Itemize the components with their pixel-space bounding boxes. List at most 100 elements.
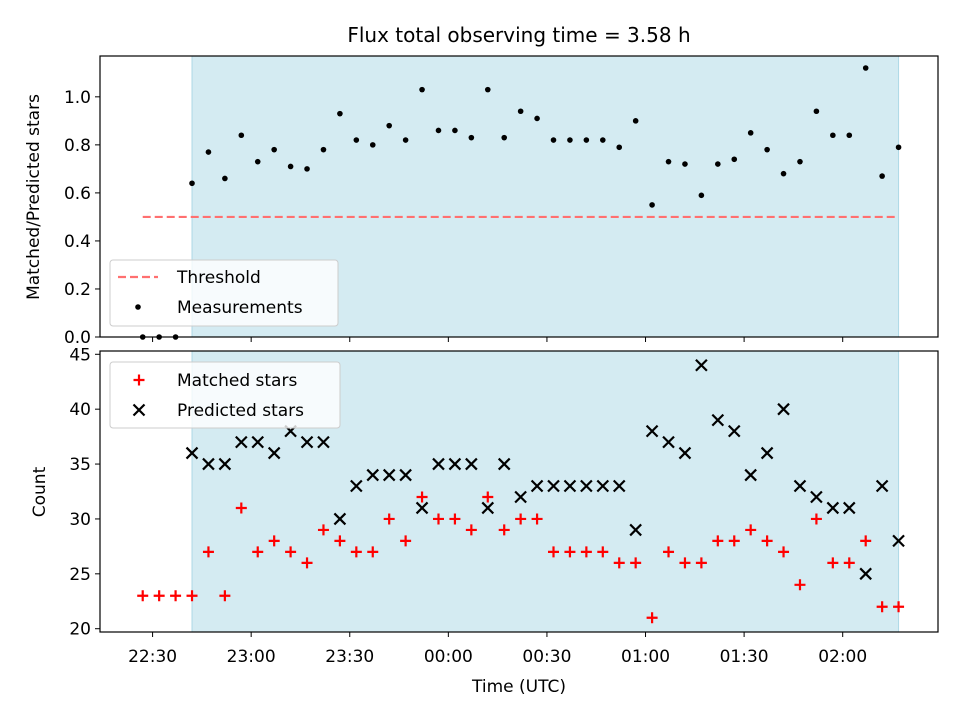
x-tick-label: 23:00 [227, 647, 276, 667]
bottom-y-tick-label: 45 [69, 345, 91, 365]
matched-star-point [597, 546, 609, 558]
matched-star-point [219, 590, 231, 602]
legend-measurements-label: Measurements [177, 298, 303, 318]
predicted-star-point [218, 457, 232, 471]
predicted-star-point [645, 424, 659, 438]
measurement-point [534, 115, 540, 122]
measurement-point [632, 118, 639, 124]
x-tick-label: 01:30 [720, 647, 769, 667]
chart-title: Flux total observing time = 3.58 h [347, 23, 690, 47]
predicted-star-point [810, 490, 823, 504]
measurement-point [682, 161, 688, 167]
measurement-point [271, 146, 277, 153]
top-y-tick-label: 0.0 [64, 328, 91, 348]
top-y-tick-label: 0.2 [64, 280, 91, 300]
predicted-star-point [350, 479, 363, 493]
measurement-point [222, 175, 228, 182]
top-y-tick-label: 0.4 [64, 232, 91, 252]
legend-measurements-swatch [135, 304, 141, 310]
measurement-point [698, 192, 705, 199]
matched-star-point [416, 491, 428, 503]
predicted-star-point [530, 479, 544, 493]
predicted-star-point [465, 457, 478, 471]
measurement-point [813, 108, 820, 115]
predicted-star-point [514, 490, 527, 504]
measurement-point [287, 163, 294, 170]
measurement-point [583, 137, 590, 143]
matched-star-point [400, 535, 412, 547]
measurement-point [320, 146, 327, 153]
bottom-y-tick-label: 20 [69, 620, 91, 640]
matched-star-point [564, 546, 576, 558]
predicted-star-point [695, 358, 708, 372]
measurement-point [616, 144, 623, 151]
measurement-point [419, 86, 425, 93]
x-tick-label: 00:00 [424, 647, 473, 667]
x-tick-label: 01:00 [621, 647, 670, 667]
matched-star-point [432, 513, 444, 525]
top-y-tick-label: 0.8 [64, 136, 91, 156]
matched-star-point [646, 612, 658, 624]
measurement-point [764, 146, 770, 153]
top-panel: 0.0 0.2 0.4 0.6 0.8 1.0 Threshold Measurements [64, 55, 939, 348]
measurement-point [238, 132, 245, 139]
matched-star-point [449, 513, 461, 525]
measurement-point [254, 158, 261, 165]
top-y-tick-label: 0.6 [64, 184, 91, 204]
top-y-axis-label: Matched/Predicted stars [24, 94, 44, 300]
top-legend-box [109, 259, 339, 327]
predicted-star-point [711, 413, 725, 427]
bottom-legend: Matched stars Predicted stars [109, 361, 341, 429]
matched-star-point [663, 546, 675, 558]
x-axis-label: Time (UTC) [471, 677, 566, 697]
measurement-point [501, 134, 508, 141]
x-tick-label: 22:30 [128, 647, 177, 667]
matched-star-point [515, 513, 527, 525]
measurement-point [468, 134, 475, 141]
matched-star-point [548, 546, 560, 558]
predicted-star-point [481, 501, 495, 515]
bottom-axes-frame [99, 350, 939, 633]
matched-star-point [843, 557, 855, 569]
matched-star-point [317, 524, 329, 536]
predicted-star-point [777, 402, 790, 416]
measurement-point [550, 137, 557, 143]
measurement-point [747, 130, 754, 136]
predicted-star-point [563, 479, 577, 493]
measurement-point [353, 137, 360, 143]
matched-star-point [679, 557, 691, 569]
predicted-star-point [629, 523, 642, 537]
bottom-y-tick-label: 25 [69, 565, 91, 585]
matched-star-point [285, 546, 297, 558]
predicted-star-point [859, 567, 872, 581]
measurement-point [731, 156, 738, 163]
x-tick-label: 00:30 [522, 647, 571, 667]
top-y-tick-label: 1.0 [64, 88, 91, 108]
matched-star-point [810, 513, 822, 525]
matched-star-point [745, 524, 757, 536]
bottom-y-tick-label: 35 [69, 455, 91, 475]
matched-star-point [334, 535, 346, 547]
predicted-star-point [448, 457, 462, 471]
matched-star-point [498, 524, 510, 536]
matched-star-point [712, 535, 724, 547]
predicted-star-point [415, 501, 429, 515]
matched-star-point [383, 513, 395, 525]
bottom-panel: 20 25 30 35 40 45 22:30 23:00 23:30 00:00 00:30 01:… [69, 345, 939, 667]
predicted-star-point [399, 468, 412, 482]
predicted-star-point [300, 435, 314, 449]
predicted-star-point [382, 468, 396, 482]
predicted-star-point [547, 479, 560, 493]
matched-star-point [137, 590, 149, 602]
matched-star-point [235, 502, 247, 514]
measurement-point [567, 137, 573, 143]
predicted-star-point [185, 446, 199, 460]
predicted-star-point [662, 435, 675, 449]
predicted-star-point [875, 479, 889, 493]
predicted-star-point [612, 479, 626, 493]
legend-matched-swatch [133, 374, 145, 386]
measurement-point [665, 158, 672, 165]
predicted-star-point [892, 534, 905, 548]
matched-star-point [893, 601, 905, 613]
